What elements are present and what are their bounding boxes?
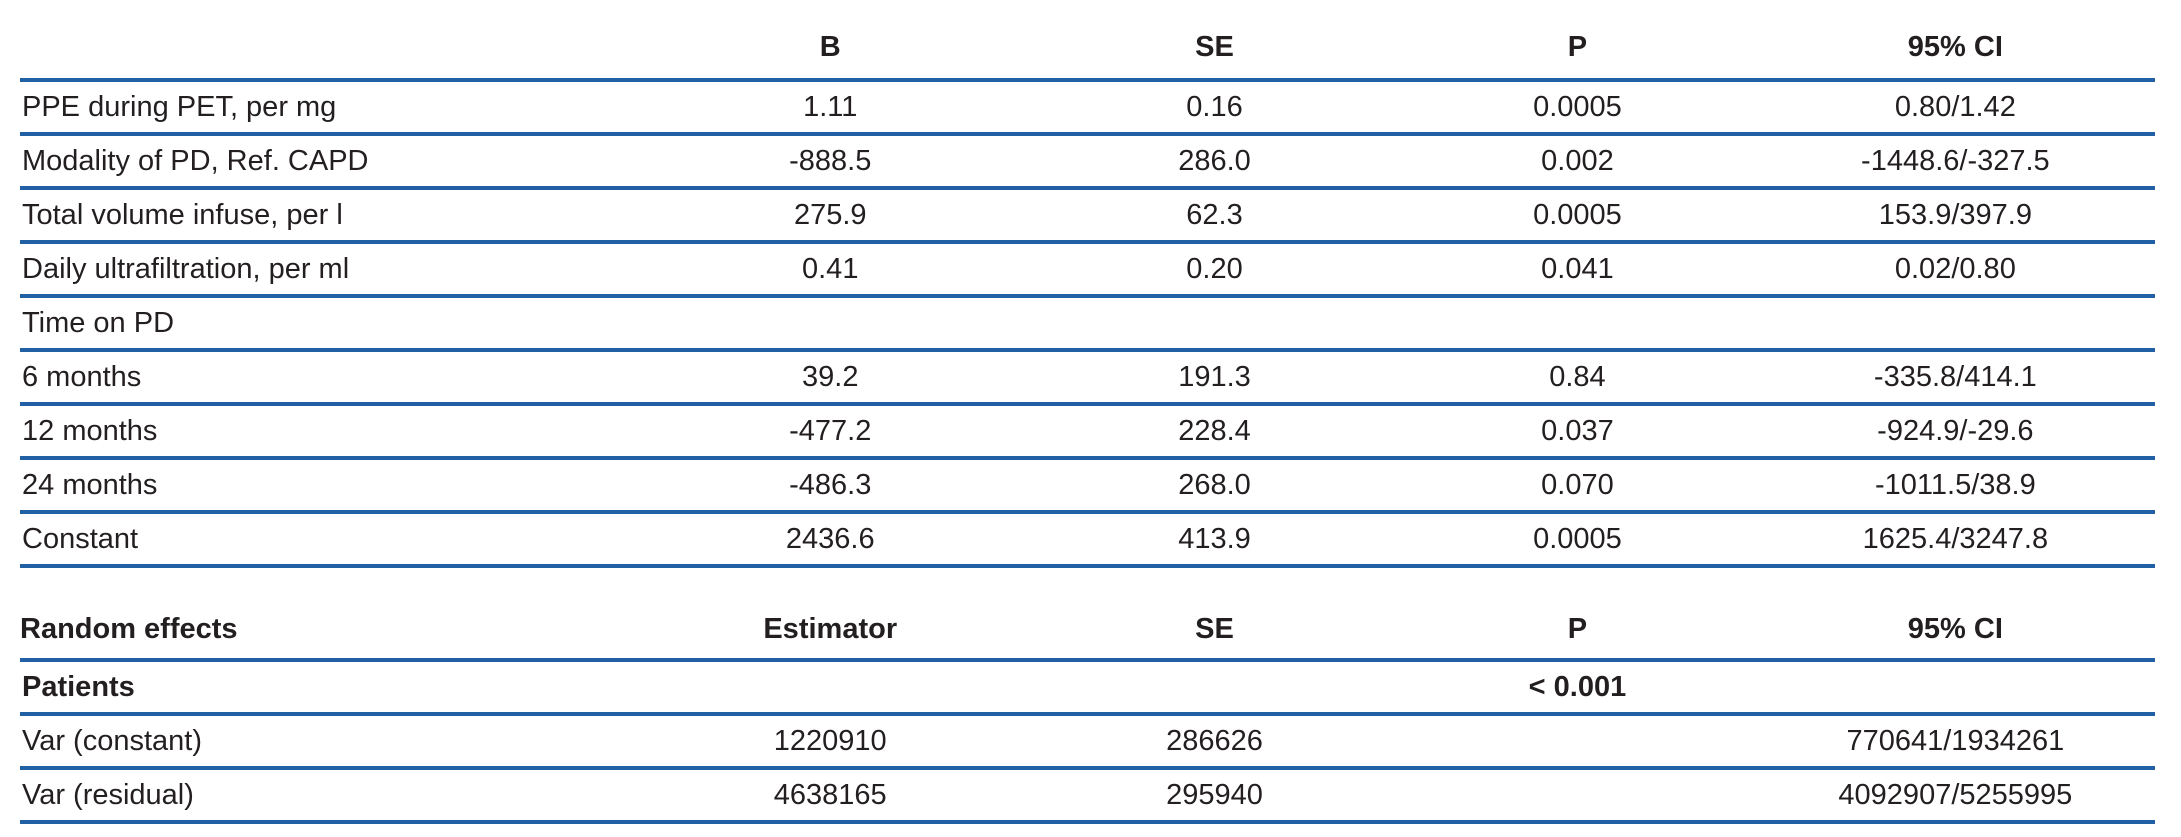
cell-se: 413.9 — [1178, 523, 1251, 555]
table-row: Total volume infuse, per l 275.9 62.3 0.000… — [20, 188, 2155, 242]
cell-b: -477.2 — [789, 415, 872, 447]
cell-ci: -924.9/-29.6 — [1877, 415, 2034, 447]
cell-p: 0.0005 — [1533, 199, 1622, 231]
table-row: 24 months -486.3 268.0 0.070 -1011.5/38.9 — [20, 458, 2155, 512]
table-row: PPE during PET, per mg 1.11 0.16 0.0005 0.80… — [20, 80, 2155, 134]
cell-ci: 1625.4/3247.8 — [1862, 523, 2049, 555]
cell-se: 286626 — [1166, 725, 1263, 757]
cell-label: Total volume infuse, per l — [22, 199, 343, 231]
cell-se: 191.3 — [1178, 361, 1251, 393]
column-header-se: SE — [1195, 31, 1234, 63]
column-header-ci: 95% CI — [1907, 613, 2003, 645]
cell-b — [631, 660, 1030, 714]
cell-p — [1399, 296, 1756, 350]
cell-p: 0.0005 — [1533, 523, 1622, 555]
cell-se: 0.20 — [1186, 253, 1243, 285]
table-row: Var (constant) 1220910 286626 770641/193426… — [20, 714, 2155, 768]
column-header-b: B — [819, 31, 841, 63]
cell-se — [1030, 296, 1399, 350]
cell-p: 0.84 — [1549, 361, 1606, 393]
cell-b: 1220910 — [773, 725, 887, 757]
cell-label: Var (constant) — [22, 725, 202, 757]
cell-se: 0.16 — [1186, 91, 1243, 123]
cell-b: -888.5 — [789, 145, 872, 177]
cell-b — [631, 296, 1030, 350]
cell-b: 275.9 — [793, 199, 867, 231]
table-row: Time on PD — [20, 296, 2155, 350]
table-row: Modality of PD, Ref. CAPD -888.5 286.0 0.00… — [20, 134, 2155, 188]
cell-p: < 0.001 — [1528, 671, 1627, 703]
column-header-p: P — [1567, 613, 1588, 645]
fixed-effects-body: PPE during PET, per mg 1.11 0.16 0.0005 0.80… — [20, 80, 2155, 566]
cell-p — [1399, 768, 1756, 822]
table-row: Constant 2436.6 413.9 0.0005 1625.4/3247.8 — [20, 512, 2155, 566]
table-row: 12 months -477.2 228.4 0.037 -924.9/-29.6 — [20, 404, 2155, 458]
cell-ci: 0.02/0.80 — [1894, 253, 2016, 285]
cell-p: 0.0005 — [1533, 91, 1622, 123]
cell-label: PPE during PET, per mg — [22, 91, 337, 123]
cell-ci: 153.9/397.9 — [1878, 199, 2032, 231]
column-header-p: P — [1567, 31, 1588, 63]
cell-ci: -335.8/414.1 — [1873, 361, 2037, 393]
column-header-random-effects: Random effects — [20, 613, 238, 645]
table-row: 6 months 39.2 191.3 0.84 -335.8/414.1 — [20, 350, 2155, 404]
cell-p: 0.002 — [1541, 145, 1614, 177]
fixed-effects-header-row: B SE P 95% CI — [20, 20, 2155, 80]
cell-se: 228.4 — [1178, 415, 1251, 447]
table-row: Patients < 0.001 — [20, 660, 2155, 714]
cell-p: 0.070 — [1541, 469, 1614, 501]
random-effects-header-row: Random effects Estimator SE P 95% CI — [20, 604, 2155, 660]
column-header-se: SE — [1195, 613, 1234, 645]
table-row: Var (residual) 4638165 295940 4092907/52559… — [20, 768, 2155, 822]
cell-ci: 0.80/1.42 — [1894, 91, 2016, 123]
cell-b: 1.11 — [803, 91, 858, 123]
cell-b: 39.2 — [802, 361, 859, 393]
cell-ci: -1011.5/38.9 — [1875, 469, 2036, 501]
cell-se — [1030, 660, 1399, 714]
cell-b: 2436.6 — [785, 523, 875, 555]
cell-p — [1399, 714, 1756, 768]
cell-label: Time on PD — [22, 307, 175, 339]
column-header-estimator: Estimator — [763, 613, 898, 645]
cell-label: Modality of PD, Ref. CAPD — [22, 145, 369, 177]
column-header-ci: 95% CI — [1907, 31, 2003, 63]
cell-label: Var (residual) — [22, 779, 194, 811]
cell-b: 4638165 — [773, 779, 887, 811]
cell-b: 0.41 — [802, 253, 859, 285]
column-header-empty — [20, 20, 631, 80]
random-effects-body: Patients < 0.001 Var (constant) 1220910 2866… — [20, 660, 2155, 822]
cell-ci: 4092907/5255995 — [1838, 779, 2073, 811]
cell-se: 286.0 — [1178, 145, 1251, 177]
cell-label: Constant — [22, 523, 139, 555]
cell-se: 62.3 — [1186, 199, 1243, 231]
cell-ci — [1756, 296, 2155, 350]
cell-se: 268.0 — [1178, 469, 1251, 501]
cell-label: 24 months — [22, 469, 158, 501]
fixed-effects-table: B SE P 95% CI PPE during PET, per mg 1.11… — [20, 20, 2155, 568]
random-effects-table: Random effects Estimator SE P 95% CI Pat… — [20, 604, 2155, 824]
cell-se: 295940 — [1166, 779, 1263, 811]
cell-label: 6 months — [22, 361, 142, 393]
cell-label: 12 months — [22, 415, 158, 447]
cell-p: 0.041 — [1541, 253, 1614, 285]
cell-b: -486.3 — [789, 469, 872, 501]
cell-p: 0.037 — [1541, 415, 1614, 447]
cell-ci: -1448.6/-327.5 — [1861, 145, 2050, 177]
cell-label: Daily ultrafiltration, per ml — [22, 253, 350, 285]
cell-label: Patients — [22, 671, 135, 703]
cell-ci: 770641/1934261 — [1846, 725, 2065, 757]
table-row: Daily ultrafiltration, per ml 0.41 0.20 0.0… — [20, 242, 2155, 296]
cell-ci — [1756, 660, 2155, 714]
